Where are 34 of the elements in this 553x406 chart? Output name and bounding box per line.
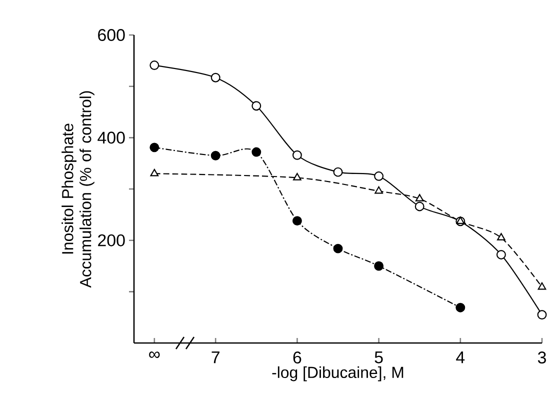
point bbox=[496, 250, 506, 260]
x-tick-label: 7 bbox=[212, 352, 220, 364]
point bbox=[333, 244, 343, 254]
x-axis-title: -log [Dibucaine], M bbox=[272, 366, 404, 382]
y-tick-label: 600 bbox=[98, 29, 125, 42]
point bbox=[292, 216, 302, 226]
y-tick-label: 200 bbox=[98, 234, 125, 246]
point bbox=[538, 282, 546, 290]
point bbox=[414, 202, 424, 212]
x-tick-label: 6 bbox=[293, 352, 302, 364]
point bbox=[210, 150, 220, 160]
point bbox=[456, 216, 465, 224]
point bbox=[252, 147, 262, 157]
point bbox=[497, 233, 506, 240]
point bbox=[333, 167, 343, 177]
point bbox=[150, 142, 160, 152]
x-tick-label: 3 bbox=[538, 352, 546, 364]
point bbox=[150, 168, 159, 176]
point bbox=[374, 171, 384, 181]
point bbox=[456, 302, 466, 312]
point bbox=[150, 60, 160, 70]
point bbox=[293, 172, 302, 180]
y-axis-title: Inositol Phosphate Accumulation (% of control) bbox=[62, 91, 94, 288]
x-tick-label: 4 bbox=[456, 352, 465, 364]
point bbox=[252, 101, 262, 111]
point bbox=[374, 186, 383, 194]
point bbox=[210, 72, 220, 82]
point bbox=[537, 310, 547, 320]
point bbox=[292, 150, 302, 160]
point bbox=[415, 194, 424, 202]
point bbox=[374, 261, 384, 271]
x-tick-label: 5 bbox=[374, 352, 383, 364]
x-tick-label: ∞ bbox=[149, 352, 160, 358]
y-tick-label: 400 bbox=[98, 132, 125, 144]
